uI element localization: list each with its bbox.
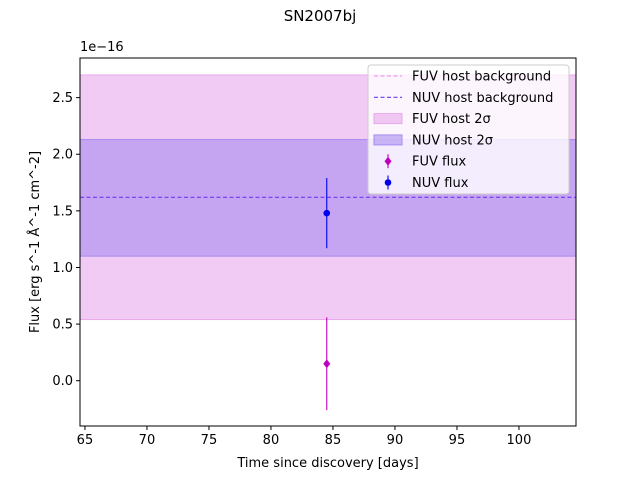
legend-handle-fuv-host-2- [373,113,403,125]
x-tick-label-100: 100 [507,433,532,448]
y-tick-label-3: 1.5 [52,204,73,219]
legend-label-nuv-host-2-: NUV host 2σ [412,133,493,148]
y-tick-label-1: 0.5 [52,318,73,333]
legend-handle-nuv-flux [384,179,392,186]
legend-handle-nuv-host-2- [373,134,403,146]
point-fuv-flux-0 [323,359,331,369]
x-tick-label-75: 75 [201,433,218,448]
point-nuv-flux-0 [323,209,331,217]
chart-title: SN2007bj [284,7,357,25]
x-tick-label-65: 65 [77,433,94,448]
x-tick-label-85: 85 [325,433,342,448]
y-tick-label-5: 2.5 [52,91,73,106]
legend: FUV host background NUV host background FU… [367,64,570,195]
legend-box [367,64,570,195]
legend-label-fuv-host-2-: FUV host 2σ [412,112,491,127]
axes-frame [79,57,577,427]
legend-label-nuv-host-background: NUV host background [412,91,553,106]
x-tick-label-90: 90 [387,433,404,448]
y-axis-label: Flux [erg s^-1 Å^-1 cm^-2] [27,151,43,333]
legend-label-nuv-flux: NUV flux [412,176,469,191]
y-tick-label-0: 0.0 [52,374,73,389]
y-tick-label-2: 1.0 [52,261,73,276]
y-tick-label-4: 2.0 [52,148,73,163]
legend-handle-fuv-flux [384,156,392,166]
x-tick-label-95: 95 [449,433,466,448]
x-axis-label: Time since discovery [days] [236,456,418,471]
x-tick-label-70: 70 [139,433,156,448]
legend-label-fuv-host-background: FUV host background [412,70,551,85]
x-tick-label-80: 80 [263,433,280,448]
legend-label-fuv-flux: FUV flux [412,155,466,170]
y-offset-label: 1e−16 [80,40,124,55]
